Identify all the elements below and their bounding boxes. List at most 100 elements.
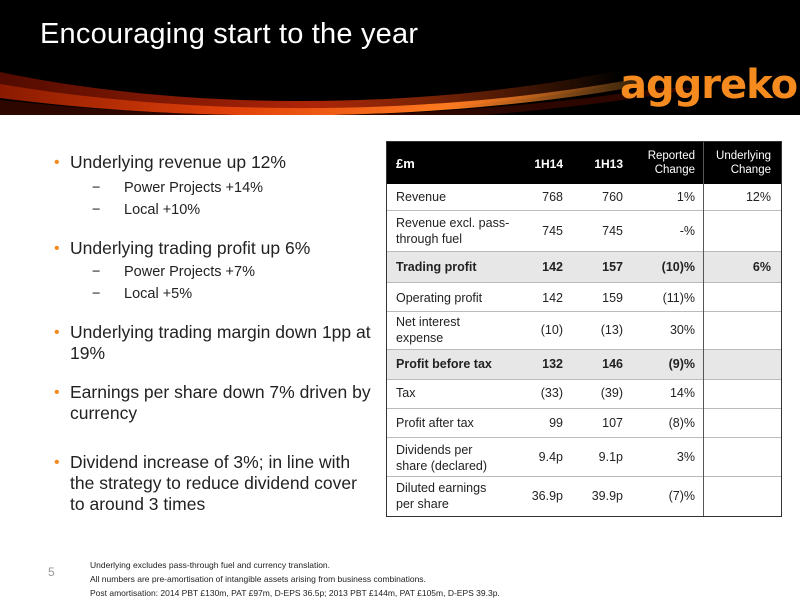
header-swoosh	[0, 70, 700, 115]
cell-1h13: 760	[602, 190, 623, 204]
table-row: Profit after tax 99 107 (8)%	[387, 409, 781, 437]
column-divider	[703, 142, 704, 516]
cell-reported: (10)%	[661, 260, 695, 274]
table-row: Revenue 768 760 1% 12%	[387, 184, 781, 210]
cell-1h14: 142	[542, 291, 563, 305]
results-table: £m 1H14 1H13 Reported Change Underlying …	[386, 141, 782, 517]
cell-reported: (11)%	[662, 291, 695, 305]
table-header: £m 1H14 1H13 Reported Change Underlying …	[387, 142, 781, 184]
sub-bullet-text: Local +10%	[124, 202, 201, 218]
footnote: Post amortisation: 2014 PBT £130m, PAT £…	[90, 588, 500, 598]
row-label: Revenue excl. pass-through fuel	[396, 216, 510, 246]
table-row: Revenue excl. pass-through fuel 745 745 …	[387, 211, 781, 251]
header-unit: £m	[396, 156, 415, 171]
cell-1h14: 768	[542, 190, 563, 204]
row-divider	[387, 437, 781, 438]
bullet-dot-icon: •	[54, 240, 60, 257]
header-1h14: 1H14	[534, 157, 563, 171]
row-label: Profit after tax	[396, 416, 474, 430]
dash-icon: −	[92, 180, 101, 196]
cell-1h14: 9.4p	[538, 450, 563, 464]
sub-bullet-text: Power Projects +14%	[124, 180, 264, 196]
header-reported: Reported	[647, 150, 695, 162]
header-1h13: 1H13	[594, 157, 623, 171]
cell-1h14: (33)	[540, 386, 563, 400]
bullet-text: Underlying trading profit up 6%	[70, 238, 311, 258]
table-row: Diluted earnings per share 36.9p 39.9p (…	[387, 477, 781, 515]
cell-1h13: 107	[602, 416, 623, 430]
table-row: Tax (33) (39) 14%	[387, 380, 781, 408]
footnote: Underlying excludes pass-through fuel an…	[90, 560, 331, 570]
bullet-dot-icon: •	[54, 454, 60, 471]
row-divider	[387, 379, 781, 380]
bullet-dot-icon: •	[54, 384, 60, 401]
bullet-dot-icon: •	[54, 154, 60, 171]
row-divider	[387, 408, 781, 409]
cell-1h13: (13)	[600, 323, 623, 337]
bullet-eps: • Earnings per share down 7% driven by c…	[54, 382, 374, 424]
cell-reported: 3%	[676, 450, 695, 464]
cell-1h13: 745	[602, 224, 623, 238]
row-label: Revenue	[396, 190, 447, 204]
cell-reported: -%	[679, 224, 695, 238]
bullet-margin: • Underlying trading margin down 1pp at …	[54, 322, 374, 364]
table-row: Dividends per share (declared) 9.4p 9.1p…	[387, 438, 781, 476]
sub-bullet-text: Power Projects +7%	[124, 264, 255, 280]
cell-1h14: 745	[542, 224, 563, 238]
cell-1h14: (10)	[540, 323, 563, 337]
cell-1h13: 157	[602, 260, 623, 274]
footnote: All numbers are pre-amortisation of inta…	[90, 574, 426, 584]
cell-reported: 30%	[669, 323, 695, 337]
bullet-dividend: • Dividend increase of 3%; in line with …	[54, 452, 374, 515]
header-reported-change: Change	[654, 164, 695, 176]
aggreko-logo: aggreko	[620, 62, 798, 108]
cell-1h14: 99	[549, 416, 563, 430]
cell-1h13: (39)	[600, 386, 623, 400]
bullet-dot-icon: •	[54, 324, 60, 341]
row-divider	[387, 282, 781, 283]
row-divider	[387, 210, 781, 211]
row-label: Dividends per share (declared)	[396, 443, 488, 473]
row-label: Net interest expense	[396, 315, 460, 345]
dash-icon: −	[92, 264, 101, 280]
dash-icon: −	[92, 202, 101, 218]
table-row: Trading profit 142 157 (10)% 6%	[387, 252, 781, 282]
cell-underlying: 12%	[745, 190, 771, 204]
row-label: Diluted earnings per share	[396, 481, 487, 511]
bullet-trading-profit: • Underlying trading profit up 6%	[54, 238, 374, 259]
bullet-text: Dividend increase of 3%; in line with th…	[70, 452, 357, 514]
cell-1h13: 9.1p	[598, 450, 623, 464]
row-label: Tax	[396, 386, 416, 400]
cell-1h13: 146	[602, 357, 623, 371]
row-divider	[387, 311, 781, 312]
bullet-text: Earnings per share down 7% driven by cur…	[70, 382, 371, 423]
header-underlying-change: Change	[730, 164, 771, 176]
row-label: Trading profit	[396, 260, 477, 274]
cell-underlying: 6%	[752, 260, 771, 274]
cell-reported: (8)%	[668, 416, 695, 430]
bullet-revenue: • Underlying revenue up 12%	[54, 152, 374, 173]
slide-header: Encouraging start to the year aggreko	[0, 0, 800, 115]
table-row: Net interest expense (10) (13) 30%	[387, 312, 781, 350]
cell-reported: 14%	[669, 386, 695, 400]
cell-reported: (9)%	[668, 357, 695, 371]
bullet-text: Underlying revenue up 12%	[70, 152, 286, 172]
row-divider	[387, 251, 781, 252]
row-divider	[387, 349, 781, 350]
slide-title: Encouraging start to the year	[40, 18, 419, 50]
cell-1h14: 142	[542, 260, 563, 274]
cell-reported: (7)%	[668, 489, 695, 503]
sub-bullet-text: Local +5%	[124, 286, 193, 302]
cell-1h13: 159	[602, 291, 623, 305]
cell-1h14: 132	[542, 357, 563, 371]
dash-icon: −	[92, 286, 101, 302]
cell-1h14: 36.9p	[531, 489, 563, 503]
cell-reported: 1%	[676, 190, 695, 204]
row-label: Profit before tax	[396, 357, 492, 371]
bullet-text: Underlying trading margin down 1pp at 19…	[70, 322, 371, 363]
cell-1h13: 39.9p	[591, 489, 623, 503]
row-label: Operating profit	[396, 291, 483, 305]
page-number: 5	[48, 565, 55, 579]
table-row: Operating profit 142 159 (11)%	[387, 283, 781, 311]
header-underlying: Underlying	[716, 150, 771, 162]
